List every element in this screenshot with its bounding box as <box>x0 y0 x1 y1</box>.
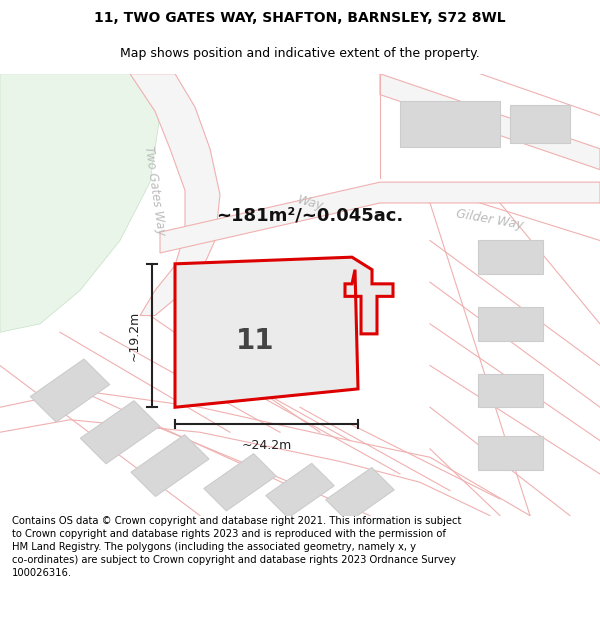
Polygon shape <box>478 308 542 341</box>
Polygon shape <box>214 264 305 333</box>
Text: Gilder Way: Gilder Way <box>455 208 524 232</box>
Polygon shape <box>131 435 209 496</box>
Polygon shape <box>478 436 542 470</box>
Polygon shape <box>204 454 276 511</box>
Text: ~19.2m: ~19.2m <box>128 311 140 361</box>
Polygon shape <box>478 374 542 408</box>
Polygon shape <box>380 74 600 169</box>
Text: ~181m²/~0.045ac.: ~181m²/~0.045ac. <box>217 206 404 224</box>
Polygon shape <box>478 241 542 274</box>
Text: Contains OS data © Crown copyright and database right 2021. This information is : Contains OS data © Crown copyright and d… <box>12 516 461 578</box>
Text: Map shows position and indicative extent of the property.: Map shows position and indicative extent… <box>120 47 480 59</box>
Polygon shape <box>266 463 334 518</box>
Polygon shape <box>510 105 570 142</box>
Polygon shape <box>400 101 500 147</box>
Text: ~24.2m: ~24.2m <box>241 439 292 452</box>
Polygon shape <box>180 310 260 371</box>
Polygon shape <box>80 401 160 464</box>
Polygon shape <box>0 74 160 332</box>
Polygon shape <box>175 257 393 408</box>
Polygon shape <box>130 74 220 316</box>
Text: Way: Way <box>295 193 325 213</box>
Polygon shape <box>265 314 356 383</box>
Text: 11, TWO GATES WAY, SHAFTON, BARNSLEY, S72 8WL: 11, TWO GATES WAY, SHAFTON, BARNSLEY, S7… <box>94 11 506 26</box>
Polygon shape <box>31 359 110 422</box>
Polygon shape <box>326 468 394 522</box>
Text: Two Gates Way: Two Gates Way <box>142 145 168 236</box>
Text: 11: 11 <box>236 326 274 354</box>
Polygon shape <box>160 182 600 253</box>
